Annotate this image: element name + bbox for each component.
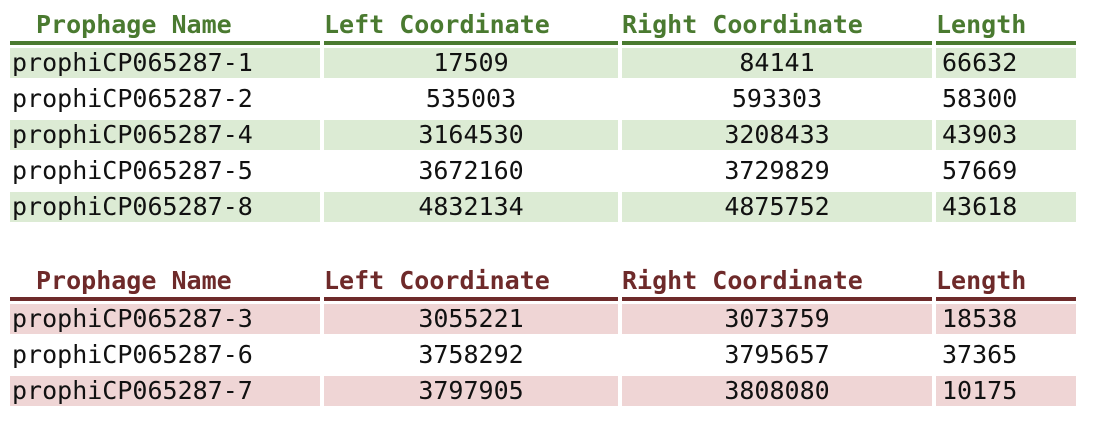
- cell-right-coordinate: 3729829: [724, 156, 830, 185]
- cell-length: 58300: [942, 84, 1018, 113]
- table-row: prophiCP065287-4 3164530 3208433 43903: [10, 117, 1076, 153]
- header-underline: [324, 297, 618, 301]
- cell-length: 10175: [936, 376, 1076, 406]
- cell-left-coordinate: 4832134: [324, 192, 618, 222]
- cell-left-coordinate: 535003: [425, 84, 517, 113]
- cell-length: 43618: [936, 192, 1076, 222]
- header-underline: [324, 41, 618, 45]
- cell-prophage-name: prophiCP065287-5: [12, 156, 253, 185]
- header-prophage-name: Prophage Name: [36, 266, 232, 295]
- header-underline: [10, 41, 320, 45]
- cell-right-coordinate: 3073759: [622, 304, 932, 334]
- cell-left-coordinate: 3758292: [418, 340, 524, 369]
- header-prophage-name: Prophage Name: [36, 10, 232, 39]
- header-left-coordinate: Left Coordinate: [324, 266, 550, 295]
- cell-prophage-name: prophiCP065287-2: [12, 84, 253, 113]
- header-length: Length: [936, 266, 1027, 295]
- table-row: prophiCP065287-8 4832134 4875752 43618: [10, 189, 1076, 225]
- table-row: prophiCP065287-3 3055221 3073759 18538: [10, 301, 1076, 337]
- cell-left-coordinate: 3797905: [324, 376, 618, 406]
- header-underline: [936, 41, 1076, 45]
- cell-left-coordinate: 3164530: [324, 120, 618, 150]
- header-underline: [622, 297, 932, 301]
- cell-right-coordinate: 4875752: [622, 192, 932, 222]
- cell-prophage-name: prophiCP065287-6: [12, 340, 253, 369]
- cell-right-coordinate: 3208433: [622, 120, 932, 150]
- cell-prophage-name: prophiCP065287-8: [10, 192, 320, 222]
- header-right-coordinate: Right Coordinate: [622, 10, 863, 39]
- prophage-table-green: Prophage Name Left Coordinate Right Coor…: [10, 8, 1076, 225]
- cell-left-coordinate: 3672160: [418, 156, 524, 185]
- cell-length: 43903: [936, 120, 1076, 150]
- header-underline: [936, 297, 1076, 301]
- cell-right-coordinate: 3795657: [724, 340, 830, 369]
- table-row: prophiCP065287-2 535003 593303 58300: [10, 81, 1076, 117]
- cell-prophage-name: prophiCP065287-7: [10, 376, 320, 406]
- table-row: prophiCP065287-1 17509 84141 66632: [10, 45, 1076, 81]
- cell-length: 57669: [942, 156, 1018, 185]
- table-header: Prophage Name Left Coordinate Right Coor…: [10, 8, 1076, 45]
- prophage-table-red: Prophage Name Left Coordinate Right Coor…: [10, 264, 1076, 409]
- cell-prophage-name: prophiCP065287-1: [10, 48, 320, 78]
- table-row: prophiCP065287-7 3797905 3808080 10175: [10, 373, 1076, 409]
- header-left-coordinate: Left Coordinate: [324, 10, 550, 39]
- header-length: Length: [936, 10, 1027, 39]
- cell-prophage-name: prophiCP065287-3: [10, 304, 320, 334]
- cell-left-coordinate: 17509: [324, 48, 618, 78]
- table-header: Prophage Name Left Coordinate Right Coor…: [10, 264, 1076, 301]
- cell-right-coordinate: 84141: [622, 48, 932, 78]
- cell-right-coordinate: 3808080: [622, 376, 932, 406]
- header-underline: [10, 297, 320, 301]
- cell-right-coordinate: 593303: [731, 84, 823, 113]
- header-right-coordinate: Right Coordinate: [622, 266, 863, 295]
- table-row: prophiCP065287-6 3758292 3795657 37365: [10, 337, 1076, 373]
- cell-length: 66632: [936, 48, 1076, 78]
- cell-length: 18538: [936, 304, 1076, 334]
- cell-left-coordinate: 3055221: [324, 304, 618, 334]
- table-row: prophiCP065287-5 3672160 3729829 57669: [10, 153, 1076, 189]
- cell-length: 37365: [942, 340, 1018, 369]
- header-underline: [622, 41, 932, 45]
- cell-prophage-name: prophiCP065287-4: [10, 120, 320, 150]
